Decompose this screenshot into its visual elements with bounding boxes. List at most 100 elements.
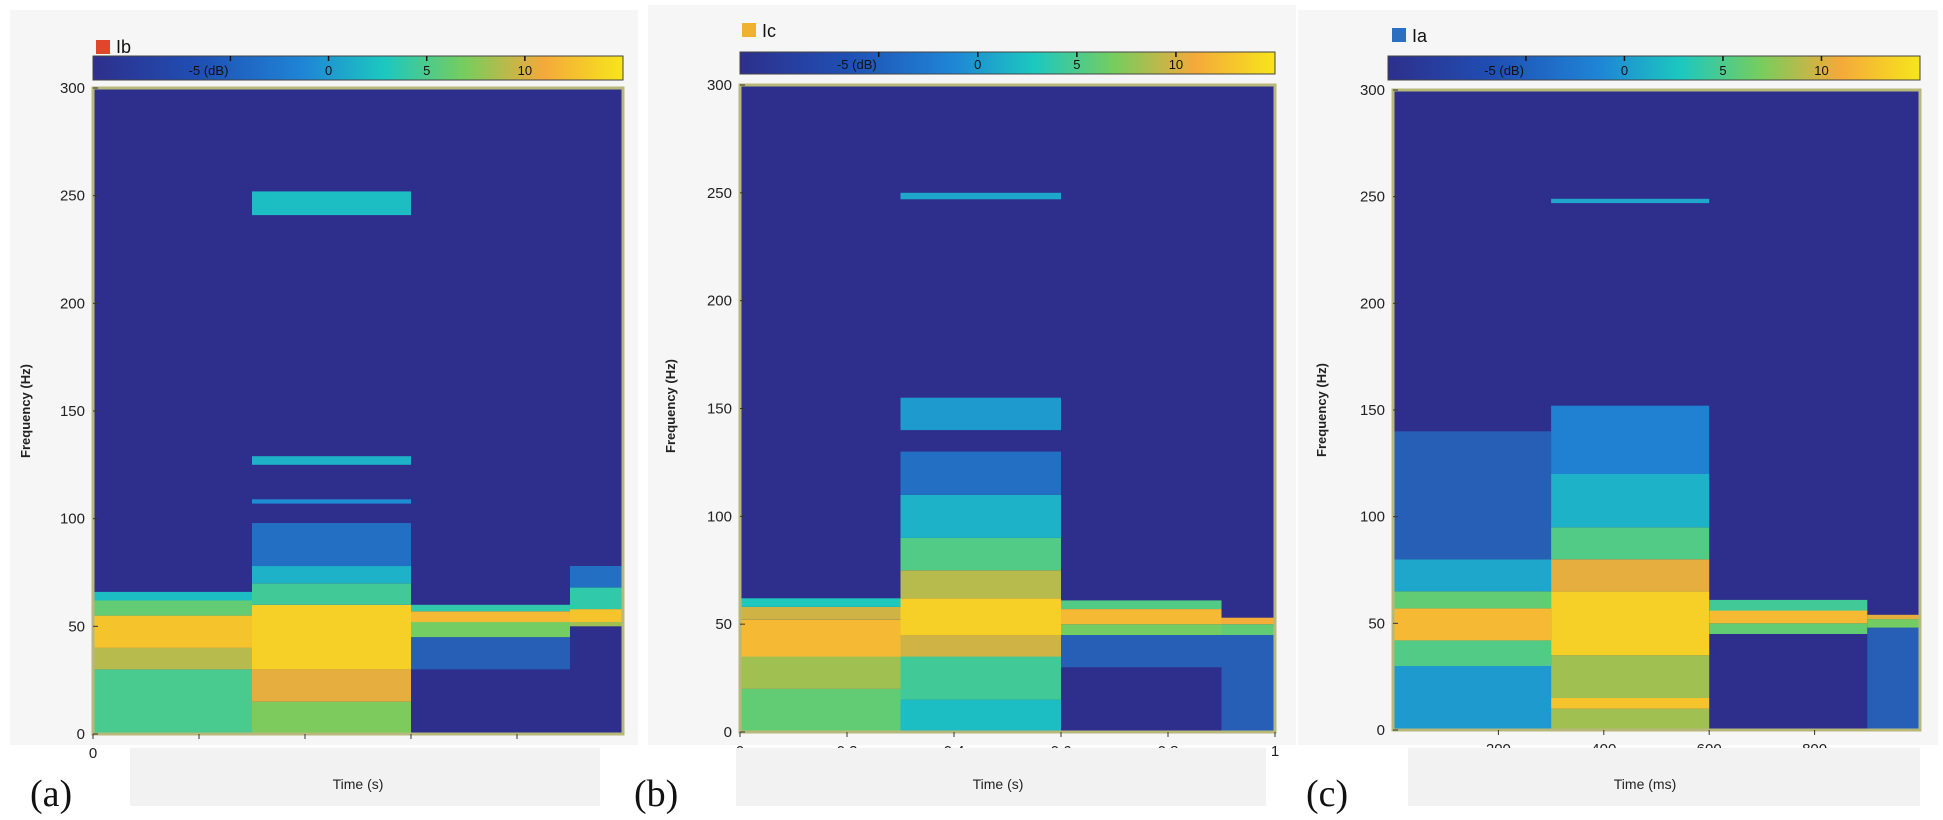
panel-b-heatmap xyxy=(740,192,1275,732)
y-tick-label: 200 xyxy=(707,293,732,310)
heatmap-band-1-4 xyxy=(252,566,411,584)
heatmap-band-3-1 xyxy=(1867,619,1920,628)
heatmap-band-2-3 xyxy=(411,604,570,612)
colorbar-tick-label: 5 xyxy=(1073,57,1080,72)
heatmap-band-1-0 xyxy=(1551,708,1710,730)
y-tick-label: 300 xyxy=(707,77,732,94)
heatmap-band-3-0 xyxy=(570,622,623,627)
heatmap-band-0-0 xyxy=(1393,666,1552,730)
colorbar-tick-label: 10 xyxy=(518,63,532,78)
heatmap-band-1-5 xyxy=(252,523,411,567)
colorbar-tick-label: 10 xyxy=(1814,63,1828,78)
colorbar-tick-label: 0 xyxy=(1621,63,1628,78)
y-tick-label: 0 xyxy=(77,726,85,743)
y-tick-label: 100 xyxy=(60,511,85,528)
panel-a-y-axis-label: Frequency (Hz) xyxy=(18,364,33,458)
y-tick-label: 150 xyxy=(60,403,85,420)
panel-a-xlabel-strip xyxy=(130,748,600,806)
panel-a-heatmap xyxy=(93,191,623,734)
heatmap-band-0-3 xyxy=(1393,591,1552,609)
heatmap-band-0-2 xyxy=(1393,608,1552,641)
heatmap-band-1-6 xyxy=(1551,474,1710,528)
y-tick-label: 0 xyxy=(1377,722,1385,739)
heatmap-band-1-2 xyxy=(900,635,1061,657)
heatmap-band-2-0 xyxy=(1709,623,1868,634)
heatmap-band-1-5 xyxy=(900,537,1061,571)
colorbar-tick-label: 5 xyxy=(1719,63,1726,78)
y-tick-label: 150 xyxy=(1360,402,1385,419)
y-tick-label: 250 xyxy=(707,185,732,202)
heatmap-band-1-0 xyxy=(252,701,411,734)
y-tick-label: 250 xyxy=(1360,189,1385,206)
panel-a-x-axis-label: Time (s) xyxy=(333,776,384,792)
panel-a-letter: (a) xyxy=(30,773,72,815)
heatmap-band-3-1 xyxy=(1221,624,1275,635)
panel-a-legend-label: Ib xyxy=(116,37,131,57)
heatmap-band-2-1 xyxy=(411,622,570,638)
heatmap-band-1-2 xyxy=(1551,655,1710,698)
panel-c-x-axis-label: Time (ms) xyxy=(1614,776,1676,792)
heatmap-band-0-4 xyxy=(740,598,901,607)
heatmap-band-1-3 xyxy=(900,598,1061,635)
panel-c-legend-swatch xyxy=(1392,28,1406,42)
heatmap-band-1-6 xyxy=(252,499,411,504)
panel-a-legend-swatch xyxy=(96,40,110,54)
panel-b-letter: (b) xyxy=(634,773,678,815)
y-tick-label: 100 xyxy=(1360,509,1385,526)
panel-b-colorbar-ticks: -5 (dB) 0 5 10 xyxy=(837,52,1183,72)
heatmap-band-3-3 xyxy=(570,566,623,588)
heatmap-band-1-7 xyxy=(900,451,1061,495)
panel-c-letter: (c) xyxy=(1306,773,1348,815)
heatmap-band-1-8 xyxy=(900,397,1061,431)
heatmap-band-2-2 xyxy=(411,611,570,623)
y-tick-label: 300 xyxy=(1360,82,1385,99)
x-tick-label: 0 xyxy=(89,745,97,762)
heatmap-band-1-3 xyxy=(252,583,411,605)
panel-b-x-axis-label: Time (s) xyxy=(973,776,1024,792)
heatmap-band-1-3 xyxy=(1551,591,1710,656)
panel-b-xlabel-strip xyxy=(736,748,1266,806)
heatmap-band-0-3 xyxy=(93,600,252,616)
heatmap-band-0-0 xyxy=(93,669,252,734)
panel-b-colorbar xyxy=(739,51,1276,75)
panel-b-legend-label: Ic xyxy=(762,21,776,41)
panel-b-y-axis-label: Frequency (Hz) xyxy=(663,359,678,453)
heatmap-band-3-2 xyxy=(1867,614,1920,620)
panel-c-y-axis-label: Frequency (Hz) xyxy=(1314,363,1329,457)
panel-a-y-ticks: 0 50 100 150 200 250 300 xyxy=(60,80,98,743)
heatmap-band-3-0 xyxy=(1867,627,1920,730)
heatmap-band-1-6 xyxy=(900,494,1061,538)
heatmap-band-0-1 xyxy=(740,656,901,689)
heatmap-band-2-1 xyxy=(1709,610,1868,624)
heatmap-band-3-2 xyxy=(1221,617,1275,625)
panel-c-y-ticks: 0 50 100 150 200 250 300 xyxy=(1360,82,1398,739)
heatmap-band-1-2 xyxy=(252,604,411,670)
y-tick-label: 200 xyxy=(1360,295,1385,312)
y-tick-label: 250 xyxy=(60,188,85,205)
x-tick-label: 1 xyxy=(1271,743,1279,760)
panel-b-legend-swatch xyxy=(742,23,756,37)
panel-c-colorbar-ticks: -5 (dB) 0 5 10 xyxy=(1484,56,1829,78)
y-tick-label: 150 xyxy=(707,401,732,418)
y-tick-label: 200 xyxy=(60,295,85,312)
colorbar-tick-label: -5 (dB) xyxy=(837,57,877,72)
heatmap-band-0-4 xyxy=(93,591,252,601)
heatmap-band-0-0 xyxy=(740,688,901,732)
heatmap-band-1-4 xyxy=(1551,559,1710,592)
heatmap-band-1-9 xyxy=(900,192,1061,200)
heatmap-band-1-7 xyxy=(1551,405,1710,474)
panel-c-colorbar xyxy=(1387,55,1921,81)
heatmap-band-0-5 xyxy=(1393,431,1552,560)
heatmap-band-1-1 xyxy=(252,669,411,702)
y-tick-label: 300 xyxy=(60,80,85,97)
heatmap-band-0-3 xyxy=(740,606,901,620)
heatmap-band-0-1 xyxy=(93,647,252,670)
panel-b-y-ticks: 0 50 100 150 200 250 300 xyxy=(707,77,745,741)
panel-c-xlabel-strip xyxy=(1408,748,1920,806)
colorbar-tick-label: -5 (dB) xyxy=(189,63,229,78)
heatmap-band-2-2 xyxy=(1061,609,1222,625)
